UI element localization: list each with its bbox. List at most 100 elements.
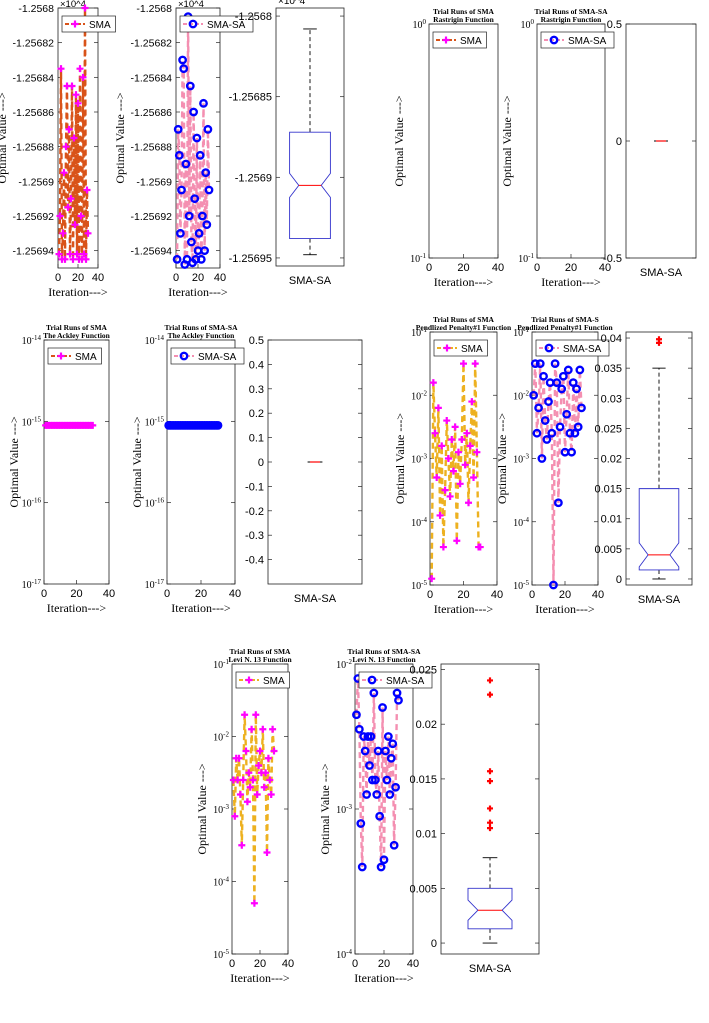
y-tick-label: 10-17 — [145, 578, 165, 591]
y-tick-label: -1.2568 — [136, 3, 172, 15]
data-point — [238, 841, 246, 849]
y-tick-label: 10-3 — [411, 453, 427, 466]
data-point — [365, 761, 374, 770]
data-point — [239, 776, 247, 784]
data-point — [79, 73, 87, 81]
y-tick-label: 10-4 — [513, 516, 529, 529]
data-point — [175, 228, 185, 238]
data-point — [558, 371, 568, 381]
legend-marker — [442, 36, 450, 44]
x-tick-label: 0 — [534, 262, 540, 274]
legend-marker — [245, 676, 253, 684]
x-axis-label: Iteration---> — [48, 285, 108, 299]
data-point — [433, 473, 441, 481]
data-point — [352, 710, 361, 720]
y-tick-label: 10-15 — [22, 415, 42, 428]
data-point — [562, 409, 572, 419]
y-tick-label: -1.25682 — [13, 38, 55, 50]
legend-label: SMA — [460, 36, 482, 47]
y-tick-label: -1.25686 — [13, 107, 55, 119]
data-point — [246, 783, 254, 791]
y-tick-label: -1.25684 — [13, 72, 55, 84]
outlier-marker — [656, 339, 662, 346]
legend-label: SMA-SA — [563, 344, 602, 355]
data-point — [555, 422, 565, 432]
y-tick-label: 10-15 — [145, 415, 165, 428]
data-point — [438, 442, 446, 450]
data-point — [74, 99, 82, 107]
chart-title: Trial Runs of SMA-S — [531, 315, 599, 324]
legend-label: SMA-SA — [386, 676, 425, 687]
chart-p12: 0.04 0.035 0.03 0.025 0.02 0.015 0.01 0.005 0 SMA… — [594, 331, 693, 606]
y-tick-label: -1.25692 — [13, 211, 55, 223]
data-point — [83, 186, 91, 194]
y-tick-label: 10-3 — [336, 803, 352, 816]
data-point — [572, 384, 581, 394]
x-axis-label: Iteration---> — [47, 601, 107, 615]
y-tick-label: 0 — [616, 574, 622, 586]
data-point — [252, 711, 260, 719]
data-point — [250, 899, 258, 907]
data-point — [241, 711, 249, 719]
x-tick-label: 0 — [41, 588, 47, 600]
data-point — [81, 4, 89, 12]
y-tick-label: -1.25694 — [131, 246, 173, 258]
x-tick-label: 40 — [229, 588, 241, 600]
y-tick-label: 10-1 — [410, 252, 426, 265]
x-tick-label: 0 — [164, 588, 170, 600]
chart-p15: 0.025 0.02 0.015 0.01 0.005 0 SMA-SA — [409, 663, 540, 975]
data-point — [82, 255, 90, 263]
data-point — [192, 133, 202, 143]
data-point — [196, 254, 206, 264]
data-point — [55, 250, 63, 258]
chart-title: Trial Runs of SMA — [433, 315, 494, 324]
data-point — [235, 754, 243, 762]
data-point — [428, 575, 436, 583]
y-tick-label: -1.25688 — [13, 142, 55, 154]
chart-p14: 10-4 10-3 10-2 0 20 40 Trial Runs of SMA-SALev… — [318, 647, 433, 985]
x-axis-label: Iteration---> — [541, 275, 601, 289]
chart-p5: 10-1 100 0 20 40 Trial Runs of SMA-SARastrigi… — [500, 7, 615, 289]
y-tick-label: 0.005 — [594, 544, 622, 556]
chart-title: Trial Runs of SMA-SA — [535, 7, 609, 16]
chart-subtitle: The Ackley Function — [43, 331, 111, 340]
data-point — [194, 228, 204, 238]
data-point — [557, 384, 567, 394]
data-point — [245, 769, 253, 777]
legend-marker — [549, 35, 559, 45]
y-tick-label: 0.01 — [601, 514, 622, 526]
x-tick-label: 0 — [229, 958, 235, 970]
outlier-marker — [487, 819, 493, 826]
data-point — [76, 65, 84, 73]
data-point — [441, 486, 449, 494]
y-tick-label: 10-5 — [411, 579, 427, 592]
y-tick-label: 10-1 — [518, 252, 534, 265]
data-point — [179, 64, 189, 74]
data-point — [177, 185, 186, 195]
data-point — [575, 365, 585, 375]
box-notched — [289, 131, 331, 240]
data-point — [73, 250, 81, 258]
data-point — [453, 537, 461, 545]
axes-box — [275, 7, 345, 267]
x-tick-label: 20 — [457, 262, 469, 274]
x-tick-label: 40 — [592, 589, 604, 601]
y-tick-label: 10-16 — [145, 497, 165, 510]
x-axis-label: Iteration---> — [434, 275, 494, 289]
x-axis-label: Iteration---> — [171, 601, 231, 615]
data-point — [56, 212, 64, 220]
x-axis-label: Iteration---> — [168, 285, 228, 299]
data-point — [213, 420, 223, 430]
x-tick-label: 0 — [426, 262, 432, 274]
data-point — [454, 448, 462, 456]
y-tick-label: -1.2569 — [18, 176, 54, 188]
data-point — [80, 250, 88, 258]
data-point — [443, 417, 451, 425]
x-tick-label: 40 — [92, 272, 104, 284]
y-tick-label: 0.02 — [601, 454, 622, 466]
y-tick-label: -1.25695 — [229, 253, 272, 265]
outlier-marker — [487, 805, 493, 812]
y-axis-label: Optimal Value ---> — [0, 92, 9, 183]
